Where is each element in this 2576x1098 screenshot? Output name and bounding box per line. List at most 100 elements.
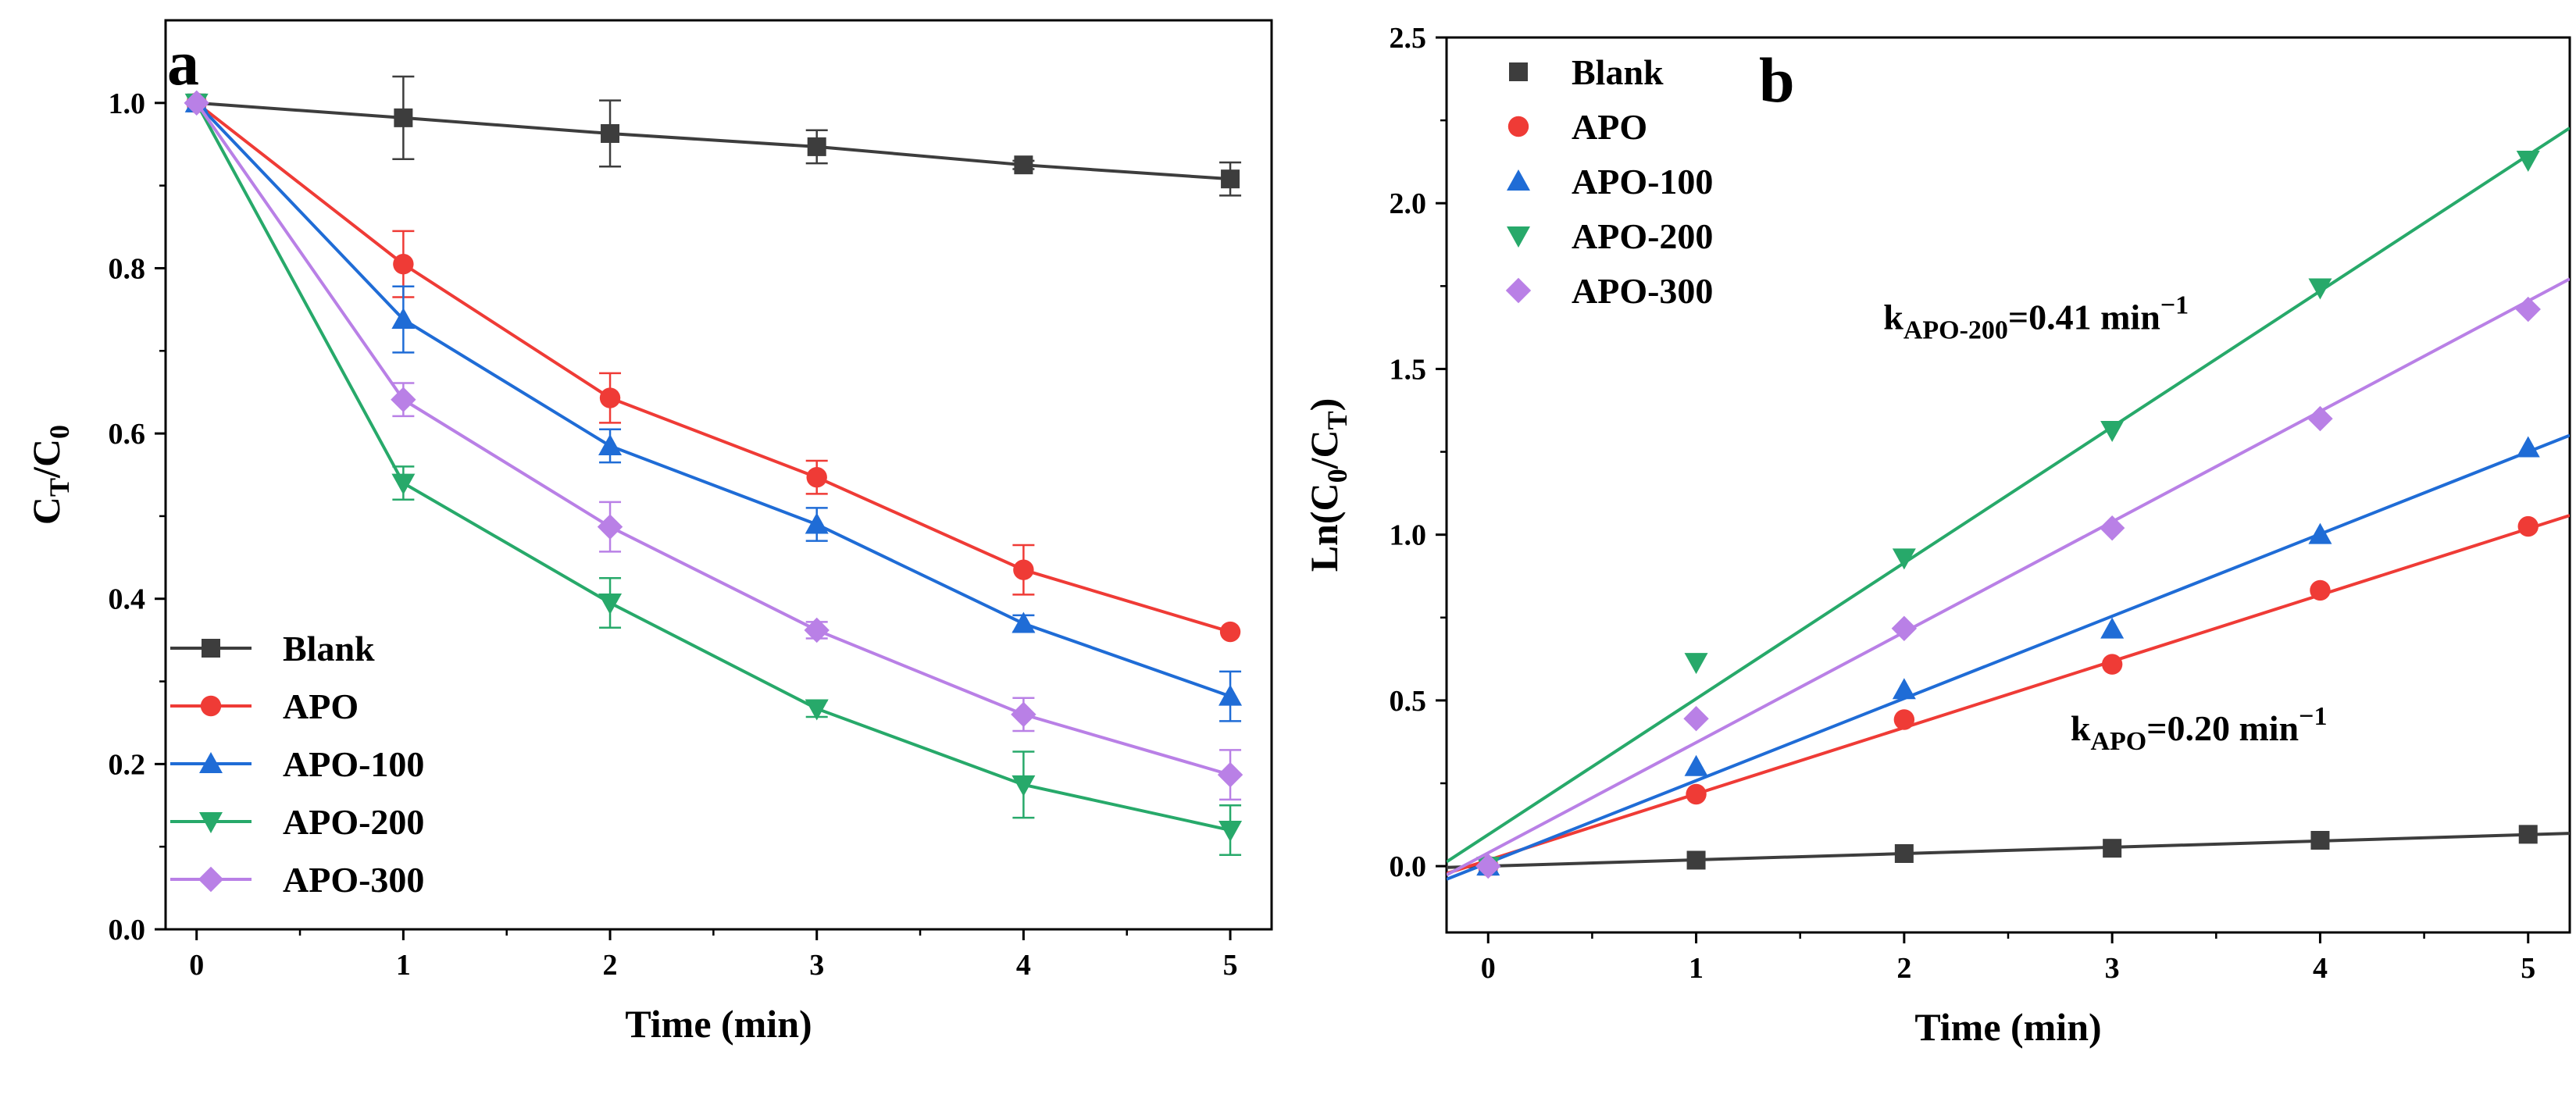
data-point-apo-100: [1684, 754, 1708, 776]
data-point-apo-100: [2516, 436, 2540, 458]
data-point-blank: [601, 123, 620, 143]
legend-marker-apo-100: [1507, 169, 1530, 191]
data-point-apo: [2517, 515, 2539, 537]
panel-label: b: [1759, 45, 1795, 116]
data-point-apo-300: [1011, 701, 1036, 728]
data-point-apo-300: [184, 90, 209, 116]
x-tick-label: 1: [396, 949, 411, 982]
data-point-apo: [2310, 579, 2331, 601]
y-tick-label: 0.5: [1390, 685, 1427, 718]
legend-label-blank: Blank: [1572, 52, 1664, 92]
data-point-apo-200: [391, 473, 416, 495]
data-point-apo-100: [2308, 522, 2332, 544]
data-point-apo-100: [391, 308, 416, 330]
y-title-subscript: 0: [1322, 469, 1353, 483]
legend-marker-apo-100: [199, 752, 223, 773]
data-point-apo-100: [598, 433, 623, 455]
data-point-apo-300: [804, 617, 830, 643]
x-axis-title: Time (min): [625, 1002, 812, 1046]
y-tick-label: 0.2: [109, 748, 146, 781]
series-apo: [1447, 514, 2570, 877]
y-title-part: ): [1302, 398, 1346, 412]
legend-marker-apo-200: [1507, 226, 1530, 248]
y-tick-label: 0.0: [109, 914, 146, 946]
annotation-part: =0.41 min: [2008, 298, 2160, 337]
legend-marker-apo: [1507, 116, 1529, 137]
y-tick-label: 1.0: [109, 87, 146, 120]
legend-marker-apo-300: [198, 866, 224, 893]
data-point-apo-300: [597, 514, 623, 540]
data-point-apo-100: [2100, 617, 2125, 639]
data-point-blank: [1221, 169, 1240, 189]
fit-line-apo: [1447, 514, 2570, 875]
data-point-blank: [1686, 850, 1706, 870]
data-point-apo-100: [1011, 611, 1036, 633]
legend-marker-apo-300: [1505, 277, 1532, 304]
data-point-apo-100: [805, 512, 829, 534]
data-point-apo-300: [2099, 515, 2125, 541]
data-point-apo-300: [2307, 405, 2333, 432]
legend: Blank APO APO-100 APO-200 APO-300: [170, 629, 424, 900]
data-point-apo-200: [2308, 278, 2332, 300]
data-point-apo: [1893, 709, 1915, 730]
series-line-apo-200: [194, 102, 1231, 832]
fit-line-blank: [1447, 832, 2570, 869]
data-point-blank: [2518, 825, 2538, 844]
y-title-subscript: T: [44, 478, 75, 497]
fit-line-apo-100: [1447, 433, 2570, 881]
data-point-apo-300: [1217, 761, 1243, 788]
data-point-apo: [2101, 654, 2123, 675]
x-tick-label: 2: [603, 949, 618, 982]
y-tick-label: 1.5: [1390, 353, 1427, 386]
series-apo-200: [184, 93, 1243, 857]
data-point-apo-300: [1891, 615, 1918, 641]
data-point-apo-200: [2516, 151, 2540, 173]
x-tick-label: 3: [2105, 952, 2120, 985]
legend-marker-apo-200: [199, 812, 223, 833]
annotation-k-apo-200: kAPO-200=0.41 min−1: [1883, 291, 2189, 345]
data-point-apo-200: [805, 699, 829, 721]
series-apo-300: [1447, 277, 2570, 879]
x-tick-label: 5: [2521, 952, 2535, 985]
data-point-blank: [807, 137, 826, 156]
y-title-subscript: 0: [44, 425, 75, 439]
annotation-part: k: [1883, 298, 1903, 337]
x-tick-label: 2: [1896, 952, 1911, 985]
data-point-apo-100: [1892, 678, 1916, 700]
y-tick-label: 2.0: [1390, 187, 1427, 220]
series-apo-100: [1447, 433, 2570, 881]
y-axis-title: CT/C0: [24, 425, 75, 525]
data-point-blank: [1894, 843, 1914, 863]
x-tick-label: 5: [1223, 949, 1238, 982]
series-line-apo-300: [195, 102, 1231, 777]
y-title-part: C: [24, 497, 68, 525]
data-point-apo-200: [1684, 653, 1708, 675]
data-point-apo-300: [2515, 296, 2541, 323]
annotation-subscript: APO-200: [1903, 316, 2008, 345]
x-tick-label: 4: [1016, 949, 1031, 982]
y-tick-label: 0.8: [109, 252, 146, 285]
x-tick-label: 3: [809, 949, 824, 982]
data-point-blank: [2103, 839, 2122, 858]
legend: Blank APO APO-100 APO-200 APO-300: [1505, 52, 1713, 311]
data-point-apo-100: [1218, 684, 1243, 706]
fit-line-apo-200: [1447, 127, 2570, 864]
series-blank: [1447, 825, 2570, 876]
data-point-apo-200: [1892, 548, 1916, 570]
annotation-superscript: −1: [2160, 291, 2189, 320]
y-axis-title: Ln(C0/CT): [1302, 398, 1353, 572]
legend-label-apo-300: APO-300: [283, 860, 424, 900]
series-apo-300: [184, 90, 1243, 801]
plot-frame: [164, 19, 1273, 931]
annotation-k-apo: kAPO=0.20 min−1: [2071, 702, 2328, 756]
legend-label-apo: APO: [283, 686, 359, 726]
annotation-part: =0.20 min: [2146, 708, 2299, 748]
legend-label-apo-100: APO-100: [1572, 162, 1713, 201]
y-title-part: Ln(C: [1302, 483, 1346, 572]
y-tick-label: 1.0: [1390, 519, 1427, 552]
data-point-apo-200: [1011, 775, 1036, 797]
data-point-apo: [599, 387, 621, 408]
annotation-part: k: [2071, 708, 2091, 748]
